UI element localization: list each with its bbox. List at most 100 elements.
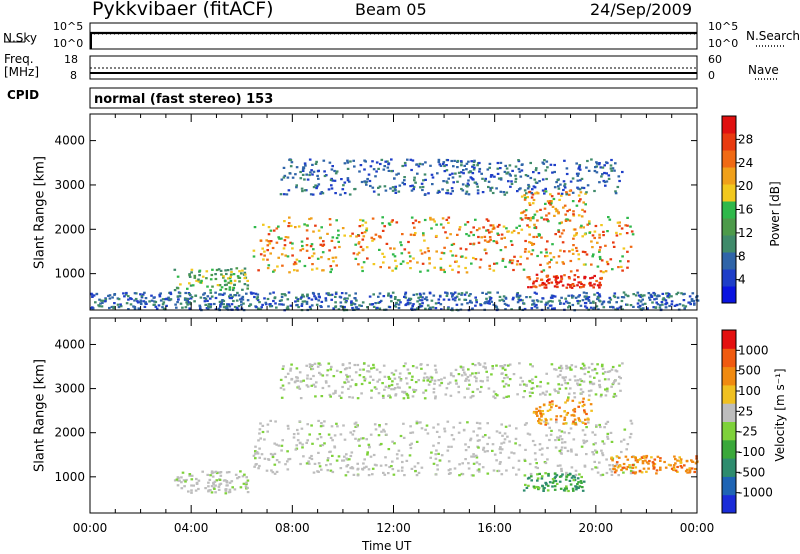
heatmap-cell bbox=[571, 248, 574, 251]
heatmap-cell bbox=[387, 292, 390, 295]
heatmap-cell bbox=[205, 277, 208, 280]
heatmap-cell bbox=[427, 192, 430, 195]
heatmap-cell bbox=[609, 305, 612, 309]
heatmap-cell bbox=[344, 474, 348, 477]
heatmap-cell bbox=[233, 488, 237, 491]
heatmap-cell bbox=[577, 167, 580, 170]
heatmap-cell bbox=[533, 178, 537, 181]
heatmap-cell bbox=[418, 162, 422, 165]
heatmap-cell bbox=[611, 167, 615, 170]
heatmap-cell bbox=[449, 472, 452, 475]
heatmap-cell bbox=[303, 189, 307, 192]
heatmap-cell bbox=[500, 233, 504, 236]
heatmap-cell bbox=[241, 288, 244, 291]
heatmap-cell bbox=[481, 191, 485, 194]
heatmap-cell bbox=[436, 172, 439, 175]
heatmap-cell bbox=[544, 187, 547, 190]
heatmap-cell bbox=[436, 464, 439, 467]
heatmap-cell bbox=[280, 449, 283, 452]
heatmap-cell bbox=[143, 305, 147, 308]
heatmap-cell bbox=[511, 298, 515, 301]
heatmap-cell bbox=[653, 294, 657, 297]
heatmap-cell bbox=[280, 295, 284, 299]
heatmap-cell bbox=[403, 390, 407, 394]
heatmap-cell bbox=[152, 296, 156, 299]
heatmap-cell bbox=[214, 470, 218, 473]
heatmap-cell bbox=[546, 382, 550, 385]
heatmap-cell bbox=[589, 306, 593, 309]
heatmap-cell bbox=[495, 459, 498, 462]
heatmap-cell bbox=[533, 486, 536, 490]
heatmap-cell bbox=[485, 218, 489, 221]
heatmap-cell bbox=[296, 376, 299, 379]
heatmap-cell bbox=[305, 441, 308, 444]
heatmap-cell bbox=[426, 379, 429, 382]
heatmap-cell bbox=[530, 479, 533, 482]
heatmap-cell bbox=[214, 296, 218, 300]
heatmap-cell bbox=[91, 306, 94, 309]
power-colorbar-tick-label: 12 bbox=[738, 226, 753, 240]
heatmap-cell bbox=[558, 373, 562, 376]
heatmap-cell bbox=[496, 172, 500, 175]
heatmap-cell bbox=[599, 395, 603, 398]
heatmap-cell bbox=[245, 292, 248, 295]
heatmap-cell bbox=[577, 481, 580, 484]
heatmap-cell bbox=[579, 378, 582, 381]
heatmap-cell bbox=[214, 277, 218, 281]
heatmap-cell bbox=[584, 203, 587, 206]
heatmap-cell bbox=[331, 165, 334, 168]
heatmap-cell bbox=[569, 284, 572, 287]
heatmap-cell bbox=[315, 381, 318, 384]
heatmap-cell bbox=[281, 384, 285, 387]
heatmap-cell bbox=[317, 362, 320, 365]
heatmap-cell bbox=[553, 388, 556, 391]
heatmap-cell bbox=[466, 375, 470, 379]
heatmap-cell bbox=[331, 236, 335, 239]
heatmap-cell bbox=[553, 163, 556, 167]
heatmap-cell bbox=[278, 299, 282, 302]
heatmap-cell bbox=[411, 222, 415, 225]
heatmap-cell bbox=[560, 446, 564, 449]
heatmap-cell bbox=[520, 228, 524, 231]
heatmap-cell bbox=[552, 275, 556, 278]
heatmap-cell bbox=[439, 295, 442, 298]
heatmap-cell bbox=[573, 414, 576, 417]
heatmap-cell bbox=[577, 281, 581, 284]
heatmap-cell bbox=[433, 382, 436, 385]
heatmap-cell bbox=[375, 170, 378, 173]
heatmap-cell bbox=[110, 305, 114, 309]
heatmap-cell bbox=[629, 466, 632, 469]
heatmap-cell bbox=[260, 306, 263, 309]
heatmap-cell bbox=[339, 305, 343, 308]
heatmap-cell bbox=[563, 159, 566, 162]
cpid-panel-frame bbox=[89, 87, 698, 109]
heatmap-cell bbox=[575, 162, 578, 165]
heatmap-cell bbox=[212, 481, 215, 484]
heatmap-cell bbox=[464, 379, 467, 382]
heatmap-cell bbox=[596, 162, 599, 165]
heatmap-cell bbox=[339, 193, 342, 196]
heatmap-cell bbox=[544, 417, 547, 421]
heatmap-cell bbox=[541, 178, 545, 181]
heatmap-cell bbox=[186, 287, 189, 290]
heatmap-cell bbox=[591, 276, 594, 279]
heatmap-cell bbox=[354, 292, 357, 295]
power-colorbar-segment bbox=[722, 133, 736, 151]
heatmap-cell bbox=[378, 301, 382, 304]
heatmap-cell bbox=[443, 270, 446, 274]
heatmap-cell bbox=[690, 299, 694, 302]
heatmap-cell bbox=[129, 303, 133, 306]
heatmap-cell bbox=[438, 435, 441, 439]
heatmap-cell bbox=[320, 422, 323, 425]
heatmap-cell bbox=[503, 364, 507, 367]
heatmap-cell bbox=[327, 305, 330, 308]
heatmap-cell bbox=[475, 421, 479, 424]
heatmap-cell bbox=[593, 433, 597, 436]
heatmap-cell bbox=[449, 250, 453, 253]
heatmap-cell bbox=[661, 298, 665, 301]
heatmap-cell bbox=[308, 173, 311, 177]
heatmap-cell bbox=[558, 366, 561, 369]
heatmap-cell bbox=[397, 172, 400, 175]
heatmap-cell bbox=[410, 307, 413, 310]
heatmap-cell bbox=[409, 446, 413, 450]
